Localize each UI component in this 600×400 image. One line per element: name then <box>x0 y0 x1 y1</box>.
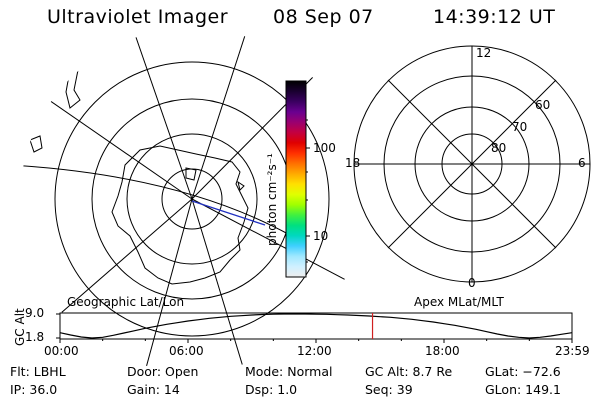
mlat-label-80: 80 <box>491 141 507 155</box>
status-gain: Gain: 14 <box>127 382 180 397</box>
status-filter: Flt: LBHL <box>10 364 66 379</box>
orbit-track <box>191 200 266 226</box>
mlat-label-60: 60 <box>535 98 551 112</box>
mlat-label-70: 70 <box>512 120 528 134</box>
geo-boundary-curve <box>20 164 291 236</box>
island-coastline <box>237 180 245 191</box>
time-label: 14:39:12 UT <box>433 6 556 28</box>
x-tick-label: 00:00 <box>44 344 79 358</box>
colorbar-unit-label: photon cm⁻²s⁻¹ <box>265 153 279 246</box>
polar-panel-label: Apex MLat/MLT <box>414 295 504 309</box>
altitude-plot <box>56 312 573 343</box>
x-tick-label: 23:59 <box>555 344 590 358</box>
mlt-line-diagonal <box>387 79 557 249</box>
ice-shelf-coastline <box>185 167 197 181</box>
status-glon: GLon: 149.1 <box>485 382 561 397</box>
status-seq: Seq: 39 <box>365 382 413 397</box>
landmass-coastline <box>29 135 43 153</box>
landmass-coastline <box>65 53 81 109</box>
mlt-label-12: 12 <box>476 46 492 60</box>
status-glat: GLat: −72.6 <box>485 364 561 379</box>
altitude-plot-frame <box>59 312 573 340</box>
colorbar-scale <box>285 80 307 278</box>
status-mode: Mode: Normal <box>245 364 333 379</box>
status-gc-altitude: GC Alt: 8.7 Re <box>365 364 453 379</box>
colorbar <box>285 80 310 278</box>
geo-lat-circle <box>54 61 330 337</box>
colorbar-tick-10: 10 <box>313 229 329 243</box>
altitude-series-line <box>59 313 573 339</box>
geo-lat-circle <box>126 133 258 265</box>
instrument-title: Ultraviolet Imager <box>47 6 229 28</box>
x-tick-label: 12:00 <box>297 344 332 358</box>
antarctica-coastline <box>111 145 249 285</box>
x-tick-label: 18:00 <box>425 344 460 358</box>
colorbar-tick-100: 100 <box>313 141 336 155</box>
mlt-label-0: 0 <box>468 276 476 290</box>
altitude-x-ticks <box>59 339 573 343</box>
date-label: 08 Sep 07 <box>273 6 374 28</box>
geo-meridian <box>191 28 251 200</box>
geo-meridian <box>29 198 193 341</box>
geo-meridian <box>191 198 251 372</box>
geo-meridian <box>191 198 364 291</box>
geographic-map <box>20 28 364 372</box>
status-dsp: Dsp: 1.0 <box>245 382 298 397</box>
geo-meridian <box>139 198 193 372</box>
mlt-label-6: 6 <box>578 156 586 170</box>
polar-grid <box>353 45 591 283</box>
geographic-panel-label: Geographic Lat/Lon <box>67 295 185 309</box>
geo-meridian <box>129 28 193 200</box>
status-ip: IP: 36.0 <box>10 382 58 397</box>
x-tick-label: 06:00 <box>169 344 204 358</box>
mlt-label-18: 18 <box>345 156 361 170</box>
status-door: Door: Open <box>127 364 199 379</box>
altitude-y-tick-max: 9.0 <box>25 306 45 320</box>
altitude-y-tick-min: 1.8 <box>25 330 45 344</box>
